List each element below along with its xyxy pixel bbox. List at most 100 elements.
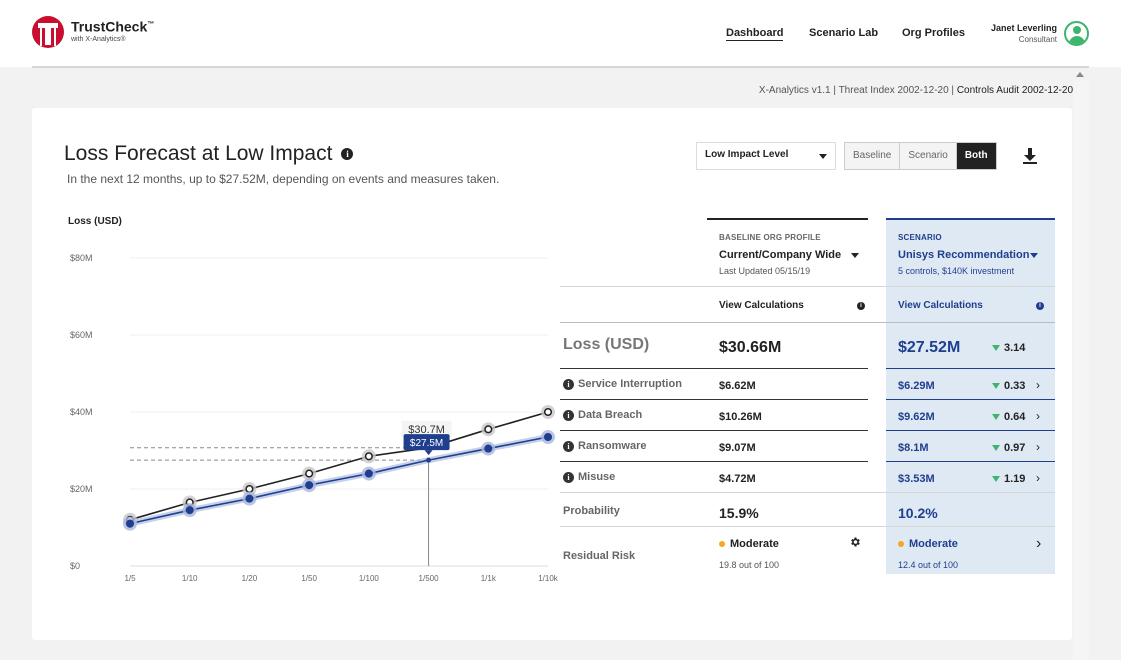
loss-row-label: Loss (USD) <box>563 336 650 353</box>
toggle-baseline[interactable]: Baseline <box>845 143 901 169</box>
loss-forecast-card: Loss Forecast at Low Impact i In the nex… <box>32 108 1072 640</box>
brand-tm: ™ <box>147 21 155 28</box>
chevron-right-icon[interactable]: › <box>1036 471 1040 485</box>
data-point <box>364 469 373 478</box>
scenario-investment: 5 controls, $140K investment <box>898 266 1015 276</box>
baseline-updated: Last Updated 05/15/19 <box>719 266 811 276</box>
chevron-right-icon[interactable]: › <box>1036 440 1040 454</box>
scenario-value: $8.1M <box>898 442 929 454</box>
table-divider <box>560 461 868 462</box>
view-toggle: Baseline Scenario Both <box>844 142 997 170</box>
toggle-both[interactable]: Both <box>956 143 996 169</box>
info-icon[interactable]: i <box>563 440 574 452</box>
scenario-delta: 1.19 <box>1004 473 1026 485</box>
baseline-column: BASELINE ORG PROFILE Current/Company Wid… <box>707 218 868 574</box>
scenario-value: $3.53M <box>898 473 935 485</box>
chevron-down-icon <box>819 154 827 159</box>
info-icon[interactable]: i <box>857 302 865 310</box>
table-divider <box>560 492 1055 493</box>
data-point <box>305 481 314 490</box>
scenario-view-calculations[interactable]: View Calculations <box>898 300 983 311</box>
probability-label: Probability <box>563 505 620 517</box>
info-icon[interactable]: i <box>563 409 574 421</box>
info-icon[interactable]: i <box>563 378 574 390</box>
scenario-delta: 0.64 <box>1004 411 1026 423</box>
trustcheck-logo <box>32 16 64 48</box>
nav-scenario-lab[interactable]: Scenario Lab <box>809 27 879 39</box>
down-arrow-icon <box>992 383 1000 390</box>
x-tick-label: 1/10k <box>538 574 559 583</box>
scenario-residual-level: Moderate <box>909 538 958 550</box>
x-tick-label: 1/100 <box>359 574 380 583</box>
header-divider <box>32 66 1089 68</box>
x-tick-label: 1/50 <box>301 574 317 583</box>
scenario-delta: 0.97 <box>1004 442 1026 454</box>
scenario-residual-score: 12.4 out of 100 <box>898 560 959 570</box>
chevron-right-icon[interactable]: › <box>1036 409 1040 423</box>
y-tick-label: $0 <box>70 561 80 571</box>
scenario-column: SCENARIO Unisys Recommendation 5 control… <box>886 218 1055 574</box>
version-info: X-Analytics v1.1 | Threat Index 2002-12-… <box>758 85 955 96</box>
data-label-bg <box>401 420 452 437</box>
toggle-scenario[interactable]: Scenario <box>900 143 957 169</box>
data-label: $27.5M <box>410 438 443 449</box>
scenario-value: $9.62M <box>898 411 935 423</box>
info-icon[interactable]: i <box>341 148 354 160</box>
table-divider <box>560 322 1055 323</box>
scenario-value: $6.29M <box>898 380 935 392</box>
table-divider <box>560 399 868 400</box>
row-label: Data Breach <box>578 409 643 421</box>
brand-name: TrustCheck <box>71 18 148 35</box>
nav-dashboard[interactable]: Dashboard <box>726 27 784 41</box>
scenario-delta: 0.33 <box>1004 380 1026 392</box>
table-divider <box>886 430 1055 431</box>
down-arrow-icon <box>992 414 1000 421</box>
scroll-up-icon[interactable] <box>1076 72 1084 77</box>
data-point <box>426 457 432 463</box>
baseline-loss: $30.66M <box>719 339 782 356</box>
baseline-value: $4.72M <box>719 473 756 485</box>
user-info[interactable]: Janet Leverling Consultant <box>991 22 1057 46</box>
chevron-down-icon <box>1030 253 1038 258</box>
data-point <box>484 444 493 453</box>
table-divider <box>886 399 1055 400</box>
row-label: Service Interruption <box>578 378 682 390</box>
row-label: Ransomware <box>578 440 647 452</box>
data-point <box>364 452 373 461</box>
data-label: $30.7M <box>408 424 445 436</box>
impact-level-value: Low Impact Level <box>705 149 789 160</box>
data-label-pointer <box>424 450 433 456</box>
nav-org-profiles[interactable]: Org Profiles <box>902 27 965 39</box>
data-label-baseline: $30.7M <box>401 420 452 437</box>
gear-icon[interactable] <box>849 536 861 548</box>
baseline-residual-level: Moderate <box>730 538 779 550</box>
scenario-label: SCENARIO <box>898 233 942 242</box>
data-label-bg <box>403 434 450 451</box>
page-title: Loss Forecast at Low Impact <box>64 142 333 165</box>
impact-level-select[interactable]: Low Impact Level <box>696 142 836 170</box>
chevron-right-icon[interactable]: › <box>1036 535 1042 552</box>
scrollbar[interactable] <box>1073 80 1089 660</box>
table-divider <box>886 461 1055 462</box>
data-point <box>305 469 314 478</box>
info-icon[interactable]: i <box>563 471 574 483</box>
scenario-profile-select[interactable]: Unisys Recommendation <box>898 249 1038 261</box>
baseline-view-calculations[interactable]: View Calculations <box>719 300 804 311</box>
x-tick-label: 1/20 <box>242 574 258 583</box>
user-role: Consultant <box>1018 35 1057 44</box>
baseline-profile-select[interactable]: Current/Company Wide <box>719 249 859 261</box>
info-icon[interactable]: i <box>1036 302 1044 310</box>
scenario-loss-delta: 3.14 <box>1004 342 1026 354</box>
brand[interactable]: TrustCheck™ with X-Analytics® <box>32 16 154 48</box>
controls-audit-link[interactable]: Controls Audit 2002-12-20 <box>956 85 1073 96</box>
y-axis-label: Loss (USD) <box>68 216 122 227</box>
down-arrow-icon <box>992 445 1000 452</box>
card-subtitle: In the next 12 months, up to $27.52M, de… <box>67 172 500 186</box>
baseline-label: BASELINE ORG PROFILE <box>719 233 821 242</box>
avatar-icon[interactable] <box>1064 21 1089 46</box>
table-divider <box>560 526 1055 527</box>
download-icon[interactable] <box>1022 148 1038 164</box>
scenario-profile: Unisys Recommendation <box>898 249 1030 261</box>
y-tick-label: $40M <box>70 407 93 417</box>
chevron-right-icon[interactable]: › <box>1036 378 1040 392</box>
